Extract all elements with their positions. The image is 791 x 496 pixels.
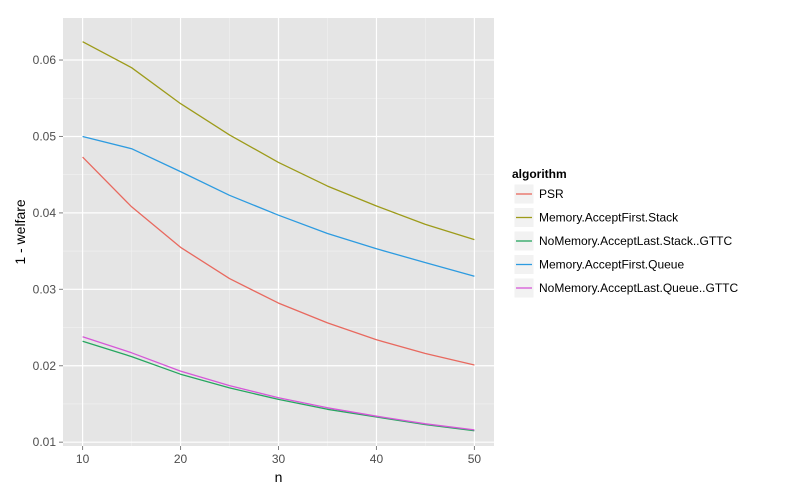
legend-label: Memory.AcceptFirst.Queue [539,258,684,272]
x-tick-label: 20 [174,452,188,466]
series-line [82,135,475,277]
x-tick-label: 30 [272,452,286,466]
legend-title: algorithm [512,167,567,181]
legend-item: NoMemory.AcceptLast.Stack..GTTC [513,230,732,252]
legend-label: PSR [539,187,564,201]
x-tick-label: 40 [370,452,384,466]
legend: algorithm PSR Memory.AcceptFirst.Stack NoM… [512,167,739,299]
series-line [82,336,475,431]
legend-item: Memory.AcceptFirst.Stack [513,207,679,228]
legend-item: Memory.AcceptFirst.Queue [513,254,684,275]
y-tick-label: 0.03 [33,282,57,296]
legend-item: PSR [513,183,564,205]
y-axis: 0.01 0.02 0.03 0.04 0.05 0.06 [33,53,63,449]
x-tick-label: 10 [76,452,90,466]
y-tick-label: 0.05 [33,129,57,143]
y-tick-label: 0.04 [33,206,57,220]
legend-items: PSR Memory.AcceptFirst.Stack NoMemory.Acce… [513,183,739,299]
series-line [82,41,475,241]
legend-label: NoMemory.AcceptLast.Queue..GTTC [539,281,739,295]
y-axis-title: 1 - welfare [12,199,28,265]
series-line [82,156,475,366]
y-tick-label: 0.02 [33,359,57,373]
series-lines [82,41,475,432]
x-axis-title: n [275,469,283,485]
legend-item: NoMemory.AcceptLast.Queue..GTTC [513,277,739,299]
y-tick-label: 0.01 [33,435,57,449]
y-tick-label: 0.06 [33,53,57,67]
x-axis: 10 20 30 40 50 [76,446,481,466]
legend-label: Memory.AcceptFirst.Stack [539,211,679,225]
legend-label: NoMemory.AcceptLast.Stack..GTTC [539,234,732,248]
x-tick-label: 50 [468,452,482,466]
series-line [82,340,475,432]
